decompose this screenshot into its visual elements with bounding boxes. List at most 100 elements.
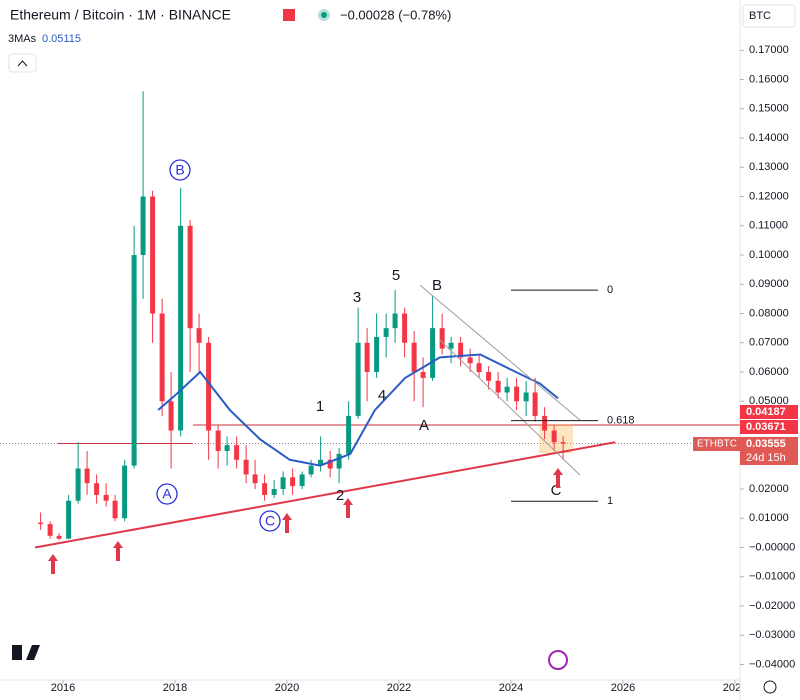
price-label: 0.04187 <box>746 406 786 418</box>
settings-icon[interactable] <box>763 680 777 694</box>
y-tick-label: 0.16000 <box>749 73 789 85</box>
wave-label: A <box>419 417 429 434</box>
candle-body <box>38 522 44 525</box>
candle-body <box>486 372 492 381</box>
y-tick-label: 0.13000 <box>749 161 789 173</box>
candle-body <box>131 255 137 466</box>
candle-body <box>355 342 361 416</box>
candle-body <box>374 336 380 373</box>
candle-body <box>66 500 72 539</box>
candle-body <box>290 477 296 487</box>
candle-body <box>103 494 109 501</box>
candle-body <box>420 372 426 378</box>
price-label-box <box>740 405 798 419</box>
candle-body <box>56 535 62 539</box>
y-tick-label: −0.02000 <box>749 600 795 612</box>
currency-button[interactable] <box>742 4 796 28</box>
candle-body <box>560 442 566 444</box>
candle-body <box>271 489 277 495</box>
event-icon[interactable] <box>548 650 568 670</box>
candle-body <box>47 524 53 536</box>
candle-body <box>112 500 118 519</box>
symbol-box <box>693 437 740 451</box>
candle-body <box>383 328 389 337</box>
candle-body <box>159 313 165 402</box>
indicator-value: 0.05115 <box>42 33 81 45</box>
arrow <box>553 468 563 488</box>
candle-body <box>523 392 529 402</box>
candle-body <box>243 459 249 475</box>
candle-body <box>364 342 370 373</box>
wave-label: 2 <box>336 487 344 504</box>
indicator-name: 3MAs <box>8 33 37 45</box>
candle-body <box>84 468 90 484</box>
wave-circle <box>259 510 281 532</box>
chart-title: Ethereum / Bitcoin · 1M · BINANCE <box>10 7 231 23</box>
channel-lower <box>439 339 581 476</box>
y-tick-label: 0.11000 <box>749 220 788 232</box>
candle-body <box>495 380 501 393</box>
wave-label: B <box>432 277 442 294</box>
candle-body <box>215 430 221 451</box>
x-tick-label: 2018 <box>163 682 187 694</box>
candle-body <box>532 392 538 416</box>
y-tick-label: −0.04000 <box>749 658 795 670</box>
fib-label: 0 <box>607 284 613 296</box>
candle-body <box>168 401 174 431</box>
arrow <box>113 541 123 561</box>
fib-label: 0.618 <box>607 415 635 427</box>
wave-label: B <box>175 162 184 178</box>
candle-body <box>280 477 286 490</box>
wave-label: 5 <box>392 267 400 284</box>
y-tick-label: 0.14000 <box>749 132 789 144</box>
x-tick-label: 2022 <box>387 682 411 694</box>
price-change: −0.00028 (−0.78%) <box>340 7 451 22</box>
candle-body <box>234 445 240 460</box>
y-tick-label: −0.00000 <box>749 541 795 553</box>
candle-body <box>458 342 464 358</box>
collapse-button[interactable] <box>8 53 37 73</box>
arrow <box>343 498 353 518</box>
candle-body <box>392 313 398 329</box>
candle-body <box>150 196 156 314</box>
x-tick-label: 2020 <box>275 682 299 694</box>
candle-body <box>224 445 230 451</box>
y-tick-label: 0.09000 <box>749 278 789 290</box>
candle-body <box>476 363 482 373</box>
candle-body <box>262 483 268 495</box>
arrow <box>282 513 292 533</box>
candle-body <box>178 225 184 431</box>
wave-circle <box>156 483 178 505</box>
fib-label: 1 <box>607 495 613 507</box>
candle-body <box>448 342 454 349</box>
candle-body <box>542 415 548 431</box>
candle-body <box>336 453 342 469</box>
candle-body <box>346 415 352 454</box>
logo <box>12 645 40 660</box>
candle-body <box>299 474 305 487</box>
y-tick-label: 0.12000 <box>749 190 789 202</box>
candle-body <box>402 313 408 343</box>
y-tick-label: 0.02000 <box>749 483 789 495</box>
y-tick-label: 0.10000 <box>749 249 789 261</box>
y-tick-label: 0.05000 <box>749 395 789 407</box>
countdown-box <box>740 451 798 465</box>
y-tick-label: −0.01000 <box>749 571 795 583</box>
candle-body <box>308 465 314 475</box>
candle-body <box>467 357 473 364</box>
candle-body <box>187 225 193 329</box>
symbol-label: ETHBTC <box>697 439 737 450</box>
wave-label: 1 <box>316 398 324 415</box>
flag-icon[interactable] <box>283 9 295 21</box>
candle-body <box>430 328 436 378</box>
price-label: 0.03671 <box>746 421 786 433</box>
candle-body <box>75 468 81 501</box>
y-tick-label: −0.03000 <box>749 629 795 641</box>
price-axis <box>740 0 800 700</box>
candle-body <box>504 386 510 393</box>
y-tick-label: 0.01000 <box>749 512 789 524</box>
wave-label: C <box>551 482 562 499</box>
candle-body <box>252 474 258 484</box>
